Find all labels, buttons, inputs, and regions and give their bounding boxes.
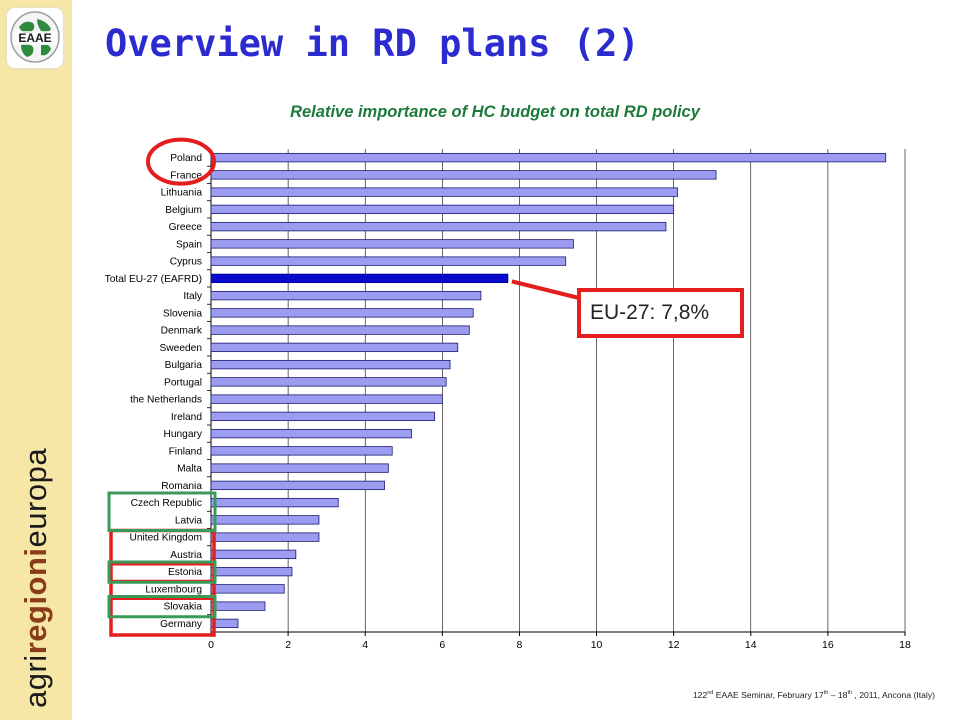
bar-czech-republic [210, 497, 339, 508]
category-label-malta: Malta [177, 464, 202, 475]
x-tick-label-12: 12 [668, 639, 680, 651]
eu27-callout: EU-27: 7,8% [577, 288, 744, 338]
x-tick-label-4: 4 [362, 639, 368, 651]
bar-portugal [210, 377, 447, 387]
green-box-estonia [107, 560, 217, 584]
category-label-the-netherlands: the Netherlands [130, 395, 202, 406]
category-label-lithuania: Lithuania [161, 188, 203, 199]
category-label-slovakia: Slovakia [163, 602, 202, 613]
category-label-germany: Germany [160, 619, 203, 630]
bar-sweeden [210, 342, 459, 353]
bar-finland [210, 446, 393, 456]
category-label-hungary: Hungary [163, 429, 202, 440]
bar-denmark [210, 325, 470, 335]
bar-italy [210, 290, 482, 301]
bar-ireland [210, 411, 436, 422]
eaae-logo: EAAE [5, 6, 65, 70]
bar-malta [210, 463, 389, 473]
category-label-italy: Italy [183, 291, 203, 302]
category-label-finland: Finland [169, 446, 203, 457]
bar-luxembourg [210, 584, 285, 594]
category-label-denmark: Denmark [161, 326, 203, 337]
category-label-ireland: Ireland [171, 412, 202, 423]
x-tick-label-6: 6 [439, 639, 445, 651]
bar-greece [210, 221, 667, 232]
bar-latvia [210, 515, 320, 525]
bar-romania [210, 480, 385, 491]
bar-estonia [210, 566, 293, 577]
bar-bulgaria [210, 359, 451, 370]
bar-united-kingdom [210, 532, 320, 542]
category-label-bulgaria: Bulgaria [165, 360, 203, 371]
x-tick-label-14: 14 [745, 639, 757, 651]
bar-lithuania [210, 187, 678, 197]
svg-text:EAAE: EAAE [18, 31, 51, 45]
x-tick-label-18: 18 [899, 639, 911, 651]
category-label-latvia: Latvia [175, 515, 203, 526]
sidebar: EAAE agriregionieuropa [0, 0, 72, 720]
category-label-greece: Greece [169, 222, 203, 233]
x-tick-label-10: 10 [591, 639, 603, 651]
category-label-cyprus: Cyprus [170, 257, 202, 268]
x-tick-label-16: 16 [822, 639, 834, 651]
x-tick-label-8: 8 [517, 639, 523, 651]
category-label-poland: Poland [170, 153, 202, 164]
bar-germany [210, 618, 239, 629]
category-label-france: France [170, 170, 202, 181]
category-label-sweeden: Sweeden [160, 343, 202, 354]
category-label-belgium: Belgium [165, 205, 202, 216]
bar-belgium [210, 204, 675, 215]
bar-the-netherlands [210, 394, 443, 404]
globe-logo-icon: EAAE [10, 11, 60, 63]
bar-cyprus [210, 256, 567, 266]
category-label-czech-republic: Czech Republic [131, 498, 202, 509]
category-label-luxembourg: Luxembourg [145, 584, 202, 595]
green-box-czech-latvia [107, 491, 217, 532]
bar-slovenia [210, 308, 474, 318]
x-tick-label-2: 2 [285, 639, 291, 651]
green-box-slovakia [107, 595, 217, 619]
category-label-total-eu-27-eafrd: Total EU-27 (EAFRD) [105, 274, 202, 285]
category-label-slovenia: Slovenia [163, 308, 202, 319]
category-label-spain: Spain [176, 239, 202, 250]
bar-austria [210, 549, 297, 560]
bar-slovakia [210, 601, 266, 611]
slide-title: Overview in RD plans (2) [105, 22, 640, 65]
bar-france [210, 170, 717, 180]
chart-title: Relative importance of HC budget on tota… [290, 103, 700, 121]
category-label-romania: Romania [161, 481, 202, 492]
bar-poland [210, 152, 887, 163]
bar-total-eu-27-eafrd [210, 273, 509, 284]
x-tick-label-0: 0 [208, 639, 214, 651]
callout-connector-line [511, 279, 580, 300]
category-label-austria: Austria [170, 550, 202, 561]
poland-highlight-ellipse [146, 137, 216, 186]
bar-spain [210, 239, 574, 249]
category-label-united-kingdom: United Kingdom [130, 533, 203, 544]
category-label-portugal: Portugal [164, 377, 202, 388]
category-label-estonia: Estonia [168, 567, 202, 578]
bar-hungary [210, 428, 412, 439]
footer-note: 122nd EAAE Seminar, February 17th – 18th… [692, 690, 935, 700]
